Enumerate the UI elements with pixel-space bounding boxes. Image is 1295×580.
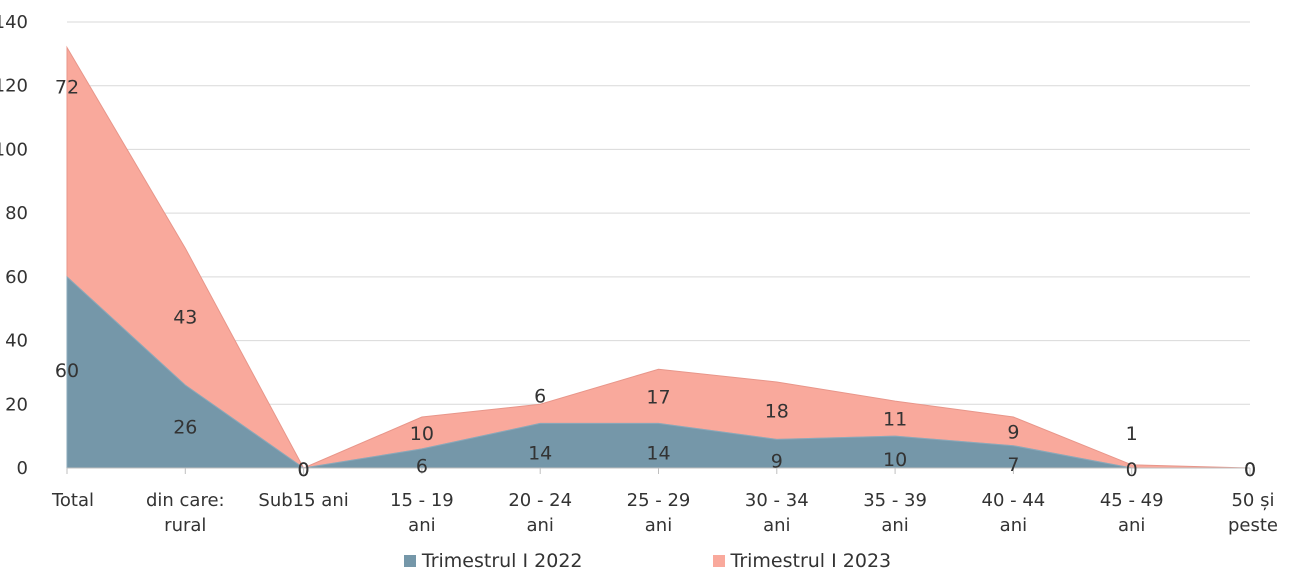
x-axis: Total din care: rural Sub15 ani 15 - 19 ani 20… (51, 467, 1278, 536)
y-tick-label: 140 (0, 12, 28, 33)
legend: Trimestrul I 2022 Trimestrul I 2023 (0, 550, 1295, 572)
y-tick-label: 0 (17, 458, 28, 479)
x-tick-label: Sub15 ani (258, 490, 348, 511)
x-tick-label: ani (763, 515, 790, 536)
y-tick-label: 20 (5, 394, 28, 415)
y-tick-label: 60 (5, 267, 28, 288)
data-label-2023: 43 (173, 307, 197, 329)
data-label-2023: 17 (646, 386, 670, 408)
legend-label-2022: Trimestrul I 2022 (421, 550, 583, 572)
y-tick-label: 40 (5, 331, 28, 352)
data-label-2022: 0 (1244, 459, 1256, 481)
y-tick-label: 120 (0, 76, 28, 97)
x-tick-label: ani (526, 515, 553, 536)
x-tick-label: 20 - 24 (508, 490, 572, 511)
data-label-2022: 60 (55, 360, 79, 382)
legend-label-2023: Trimestrul I 2023 (730, 550, 892, 572)
data-label-2023: 72 (55, 76, 79, 98)
data-label-2022: 7 (1007, 454, 1019, 476)
data-label-2022: 10 (883, 449, 907, 471)
x-tick-label: 15 - 19 (390, 490, 454, 511)
data-label-2022: 26 (173, 417, 197, 439)
data-label-2023: 18 (765, 401, 789, 423)
x-tick-label: 50 și (1231, 490, 1274, 511)
x-tick-label: 30 - 34 (745, 490, 809, 511)
data-label-2023: 0 (298, 459, 310, 481)
data-label-2022: 6 (416, 455, 428, 477)
legend-item-2022: Trimestrul I 2022 (403, 550, 583, 572)
legend-swatch-2022 (403, 555, 416, 567)
data-label-2022: 9 (771, 451, 783, 473)
x-tick-label: 35 - 39 (863, 490, 927, 511)
y-tick-label: 80 (5, 203, 28, 224)
data-label-2023: 6 (534, 385, 546, 407)
legend-swatch-2023 (712, 555, 725, 567)
x-tick-label: ani (881, 515, 908, 536)
data-label-2023: 1 (1126, 423, 1138, 445)
data-label-2023: 10 (410, 423, 434, 445)
x-tick-label: rural (164, 515, 206, 536)
x-tick-label: 45 - 49 (1100, 490, 1164, 511)
y-axis: 0 20 40 60 80 100 120 140 (0, 12, 28, 479)
data-label-2022: 14 (646, 443, 670, 465)
x-tick-label: peste (1228, 515, 1278, 536)
data-label-2023: 9 (1007, 421, 1019, 443)
x-tick-label: ani (1118, 515, 1145, 536)
x-tick-label: ani (645, 515, 672, 536)
x-tick-label: ani (1000, 515, 1027, 536)
legend-item-2023: Trimestrul I 2023 (712, 550, 892, 572)
gridlines (67, 21, 1250, 405)
y-tick-label: 100 (0, 139, 28, 160)
x-tick-label: Total (51, 490, 94, 511)
x-tick-label: ani (408, 515, 435, 536)
x-tick-label: din care: (146, 490, 225, 511)
x-tick-label: 40 - 44 (982, 490, 1046, 511)
data-label-2022: 14 (528, 443, 552, 465)
data-label-2023: 11 (883, 409, 907, 431)
x-tick-label: 25 - 29 (627, 490, 691, 511)
data-label-2023: 0 (1244, 459, 1256, 481)
data-label-2022: 0 (298, 459, 310, 481)
data-label-2022: 0 (1126, 459, 1138, 481)
